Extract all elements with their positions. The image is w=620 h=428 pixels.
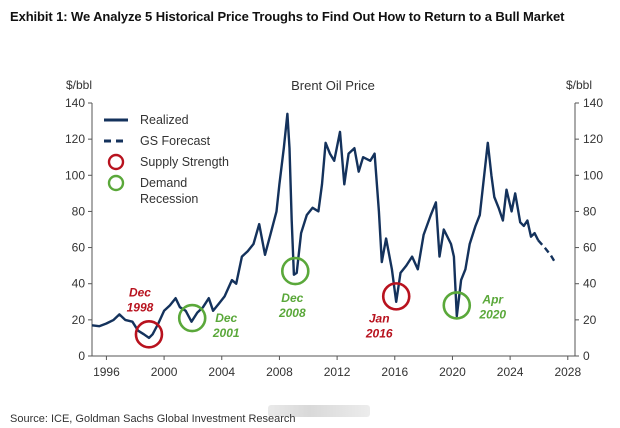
y-axis-unit-right: $/bbl <box>566 78 592 92</box>
annotation-label: 2020 <box>478 307 506 321</box>
y-tick-label-left: 120 <box>65 132 85 146</box>
annotation-label: 2016 <box>365 326 393 340</box>
legend-label: GS Forecast <box>140 134 211 148</box>
y-tick-label-left: 140 <box>65 96 85 110</box>
y-tick-label-right: 40 <box>583 277 597 291</box>
y-tick-label-left: 100 <box>65 168 85 182</box>
y-tick-label-right: 140 <box>583 96 603 110</box>
x-tick-label: 2024 <box>497 365 524 379</box>
x-tick-label: 2000 <box>151 365 178 379</box>
legend-label: Supply Strength <box>140 155 229 169</box>
y-tick-label-left: 60 <box>72 241 86 255</box>
legend: Realized GS Forecast Supply Strength Demand… <box>104 113 229 206</box>
legend-label: Recession <box>140 192 198 206</box>
demand-recession-circle <box>280 256 310 286</box>
watermark-logo <box>268 405 370 417</box>
annotation-label: Dec <box>129 285 151 299</box>
y-tick-label-left: 0 <box>78 349 85 363</box>
legend-swatch-supply-circle <box>107 153 125 171</box>
annotation-label: Dec <box>215 311 237 325</box>
x-tick-label: 2004 <box>208 365 235 379</box>
demand-recession-circle <box>442 291 472 320</box>
legend-label: Demand <box>140 176 187 190</box>
y-tick-label-right: 80 <box>583 204 597 218</box>
x-tick-label: 1996 <box>93 365 120 379</box>
annotation-label: 2008 <box>278 306 306 320</box>
supply-strength-circle <box>134 320 164 349</box>
y-tick-label-left: 80 <box>72 204 86 218</box>
y-axis-unit-left: $/bbl <box>66 78 92 92</box>
x-tick-label: 2028 <box>554 365 581 379</box>
source-note: Source: ICE, Goldman Sachs Global Invest… <box>10 413 296 425</box>
y-tick-label-right: 0 <box>583 349 590 363</box>
x-tick-label: 2020 <box>439 365 466 379</box>
annotation-label: Jan <box>369 311 390 325</box>
chart-title: Brent Oil Price <box>291 78 375 93</box>
y-tick-label-right: 120 <box>583 132 603 146</box>
supply-strength-circle <box>381 282 411 311</box>
gs-forecast-line <box>537 239 556 263</box>
demand-recession-circle <box>177 303 207 333</box>
y-tick-label-left: 20 <box>72 313 86 327</box>
x-tick-label: 2016 <box>381 365 408 379</box>
legend-swatch-demand-circle <box>107 174 125 192</box>
x-tick-label: 2012 <box>324 365 351 379</box>
annotation-label: 2001 <box>212 326 240 340</box>
annotation-label: 1998 <box>127 300 154 314</box>
annotation-label: Dec <box>281 291 303 305</box>
x-tick-label: 2008 <box>266 365 293 379</box>
legend-label: Realized <box>140 113 189 127</box>
exhibit-title: Exhibit 1: We Analyze 5 Historical Price… <box>10 9 565 24</box>
y-tick-label-right: 20 <box>583 313 597 327</box>
y-tick-label-left: 40 <box>72 277 86 291</box>
annotation-label: Apr <box>481 292 504 306</box>
y-tick-label-right: 60 <box>583 241 597 255</box>
y-tick-label-right: 100 <box>583 168 603 182</box>
